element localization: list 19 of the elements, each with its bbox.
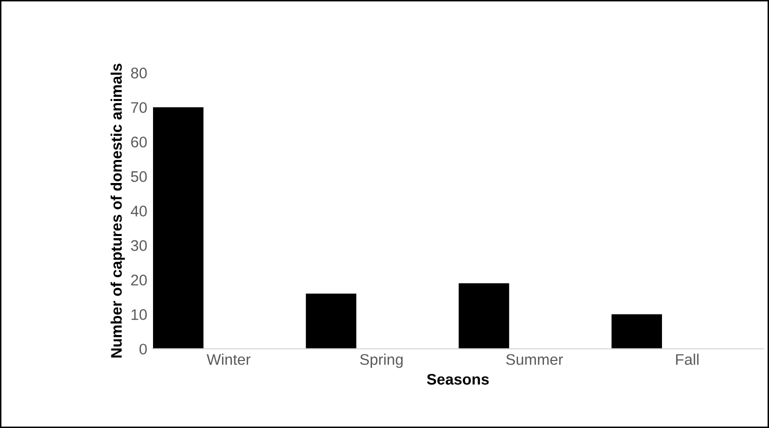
bar [458,283,510,349]
y-tick-label: 50 [131,171,147,182]
y-tick-label: 80 [131,68,147,78]
y-tick-label: 0 [140,344,147,355]
x-tick-label: Spring [360,354,403,368]
y-tick-label: 20 [131,274,147,286]
y-tick-label: 40 [130,206,147,216]
bar [153,107,204,349]
x-axis-title: Seasons [426,374,489,385]
y-tick-label: 10 [132,309,147,320]
bar [612,314,662,349]
x-tick-label: Summer [506,354,563,365]
y-tick-label: 70 [131,102,147,113]
x-tick-label: Winter [206,354,250,365]
y-axis-title: Number of captures of domestic animals [110,64,125,358]
y-tick-label: 60 [131,136,147,148]
y-tick-label: 30 [130,240,147,251]
x-tick-label: Fall [676,354,698,365]
bar [306,294,356,349]
